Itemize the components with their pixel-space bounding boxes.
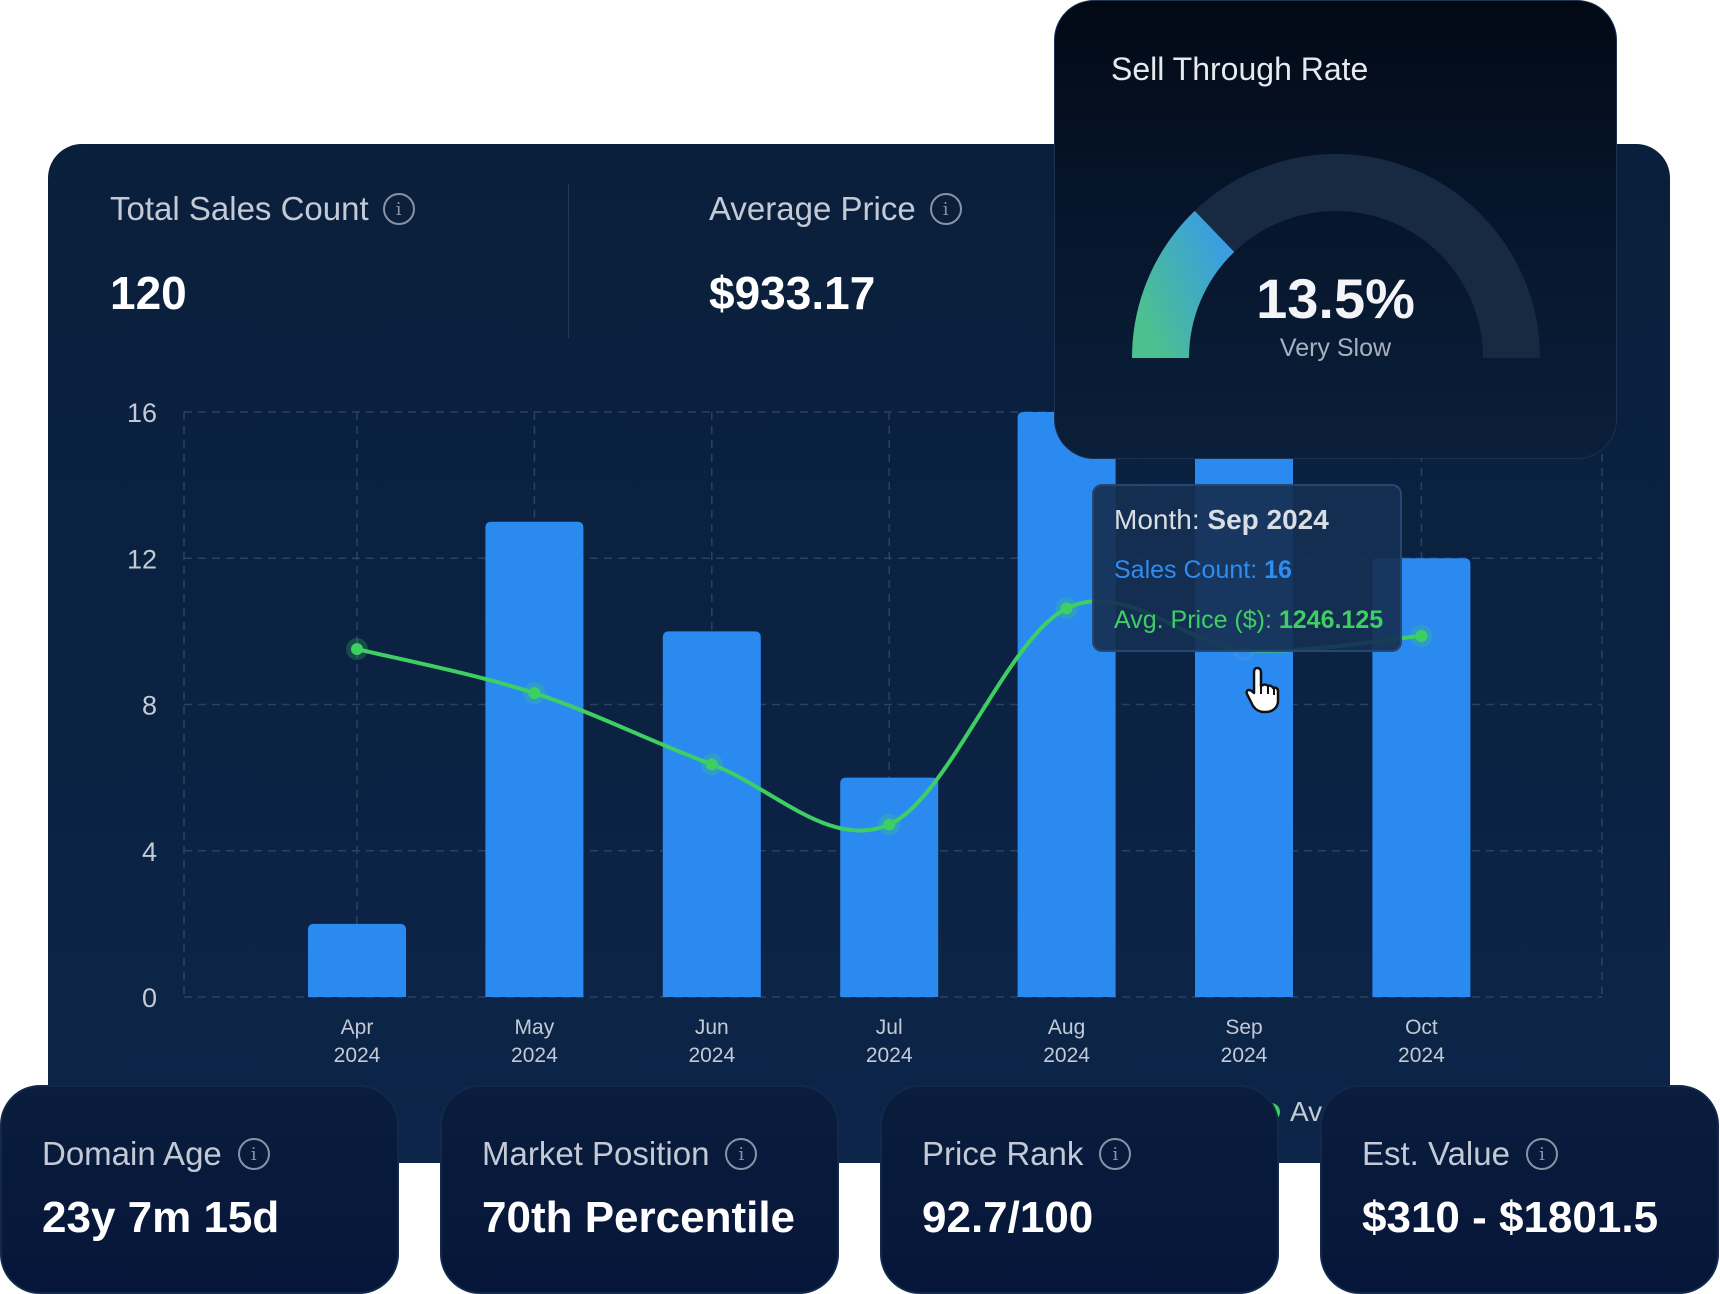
y-tick-label: 12 [127, 544, 157, 574]
card-value: 23y 7m 15d [42, 1193, 280, 1242]
x-tick-label: 2024 [1221, 1044, 1268, 1067]
hand-cursor-icon [1245, 666, 1280, 714]
x-tick-label: 2024 [688, 1044, 735, 1067]
info-icon[interactable]: i [929, 193, 962, 225]
tooltip-price: Avg. Price ($): 1246.125 [1114, 606, 1384, 634]
x-tick-label: 2024 [866, 1044, 913, 1067]
x-tick-label: Jul [876, 1016, 903, 1039]
info-icon[interactable]: i [382, 193, 415, 225]
stat-value: $933.17 [709, 267, 876, 319]
stat-average-price: Average Price i $933.17 [709, 190, 962, 320]
gauge-value: 13.5% [1256, 267, 1415, 330]
line-point [1060, 602, 1073, 615]
line-point [705, 758, 718, 771]
bar-oct-2024 [1372, 558, 1471, 997]
x-tick-label: Aug [1048, 1016, 1085, 1039]
gauge [1132, 154, 1540, 359]
x-tick-label: 2024 [511, 1044, 558, 1067]
line-point [1415, 629, 1428, 642]
tooltip-sales: Sales Count: 16 [1114, 556, 1292, 584]
x-tick-label: Sep [1225, 1016, 1262, 1039]
y-tick-label: 4 [142, 837, 157, 867]
card-domain-age: Domain Age i 23y 7m 15d [0, 1085, 399, 1294]
card-label: Est. Value [1362, 1135, 1510, 1172]
x-tick-label: 2024 [1043, 1044, 1090, 1067]
x-tick-label: Jun [695, 1016, 729, 1039]
card-value: 70th Percentile [482, 1193, 796, 1242]
tooltip-month: Month: Sep 2024 [1114, 504, 1329, 535]
card-market-position: Market Position i 70th Percentile [440, 1085, 839, 1294]
bar-jul-2024 [840, 777, 939, 997]
info-icon[interactable]: i [237, 1138, 270, 1170]
card-est-value: Est. Value i $310 - $1801.5 [1320, 1085, 1719, 1294]
card-label: Market Position [482, 1135, 710, 1172]
line-point [528, 687, 541, 700]
x-tick-label: 2024 [1398, 1044, 1445, 1067]
bar-aug-2024 [1017, 412, 1116, 997]
line-point [883, 818, 896, 831]
card-label: Domain Age [42, 1135, 222, 1172]
stat-label: Total Sales Count [110, 190, 369, 227]
info-icon[interactable]: i [725, 1138, 758, 1170]
divider [568, 184, 569, 338]
sell-through-card: Sell Through Rate 13.5% Very Slow [1054, 0, 1617, 459]
x-tick-label: Oct [1405, 1016, 1438, 1039]
gauge-status: Very Slow [1279, 334, 1392, 362]
card-price-rank: Price Rank i 92.7/100 [880, 1085, 1279, 1294]
y-tick-label: 0 [142, 983, 157, 1013]
x-tick-label: May [515, 1016, 555, 1039]
gauge-title: Sell Through Rate [1111, 51, 1369, 87]
x-tick-label: Apr [341, 1016, 374, 1039]
y-tick-label: 8 [142, 691, 157, 721]
line-point [351, 643, 363, 656]
y-tick-label: 16 [127, 398, 157, 428]
stat-total-sales: Total Sales Count i 120 [110, 190, 415, 320]
info-icon[interactable]: i [1099, 1138, 1132, 1170]
card-value: 92.7/100 [922, 1193, 1094, 1242]
bar-may-2024 [485, 521, 584, 997]
gauge-fill [1132, 210, 1235, 359]
chart-tooltip: Month: Sep 2024 Sales Count: 16 Avg. Pri… [1092, 484, 1402, 652]
card-label: Price Rank [922, 1135, 1084, 1172]
info-icon[interactable]: i [1525, 1138, 1558, 1170]
card-value: $310 - $1801.5 [1362, 1193, 1659, 1242]
stat-label: Average Price [709, 190, 916, 227]
bar-jun-2024 [662, 631, 761, 997]
stat-value: 120 [110, 267, 187, 319]
bar-apr-2024 [308, 923, 406, 997]
x-tick-label: 2024 [334, 1044, 381, 1067]
